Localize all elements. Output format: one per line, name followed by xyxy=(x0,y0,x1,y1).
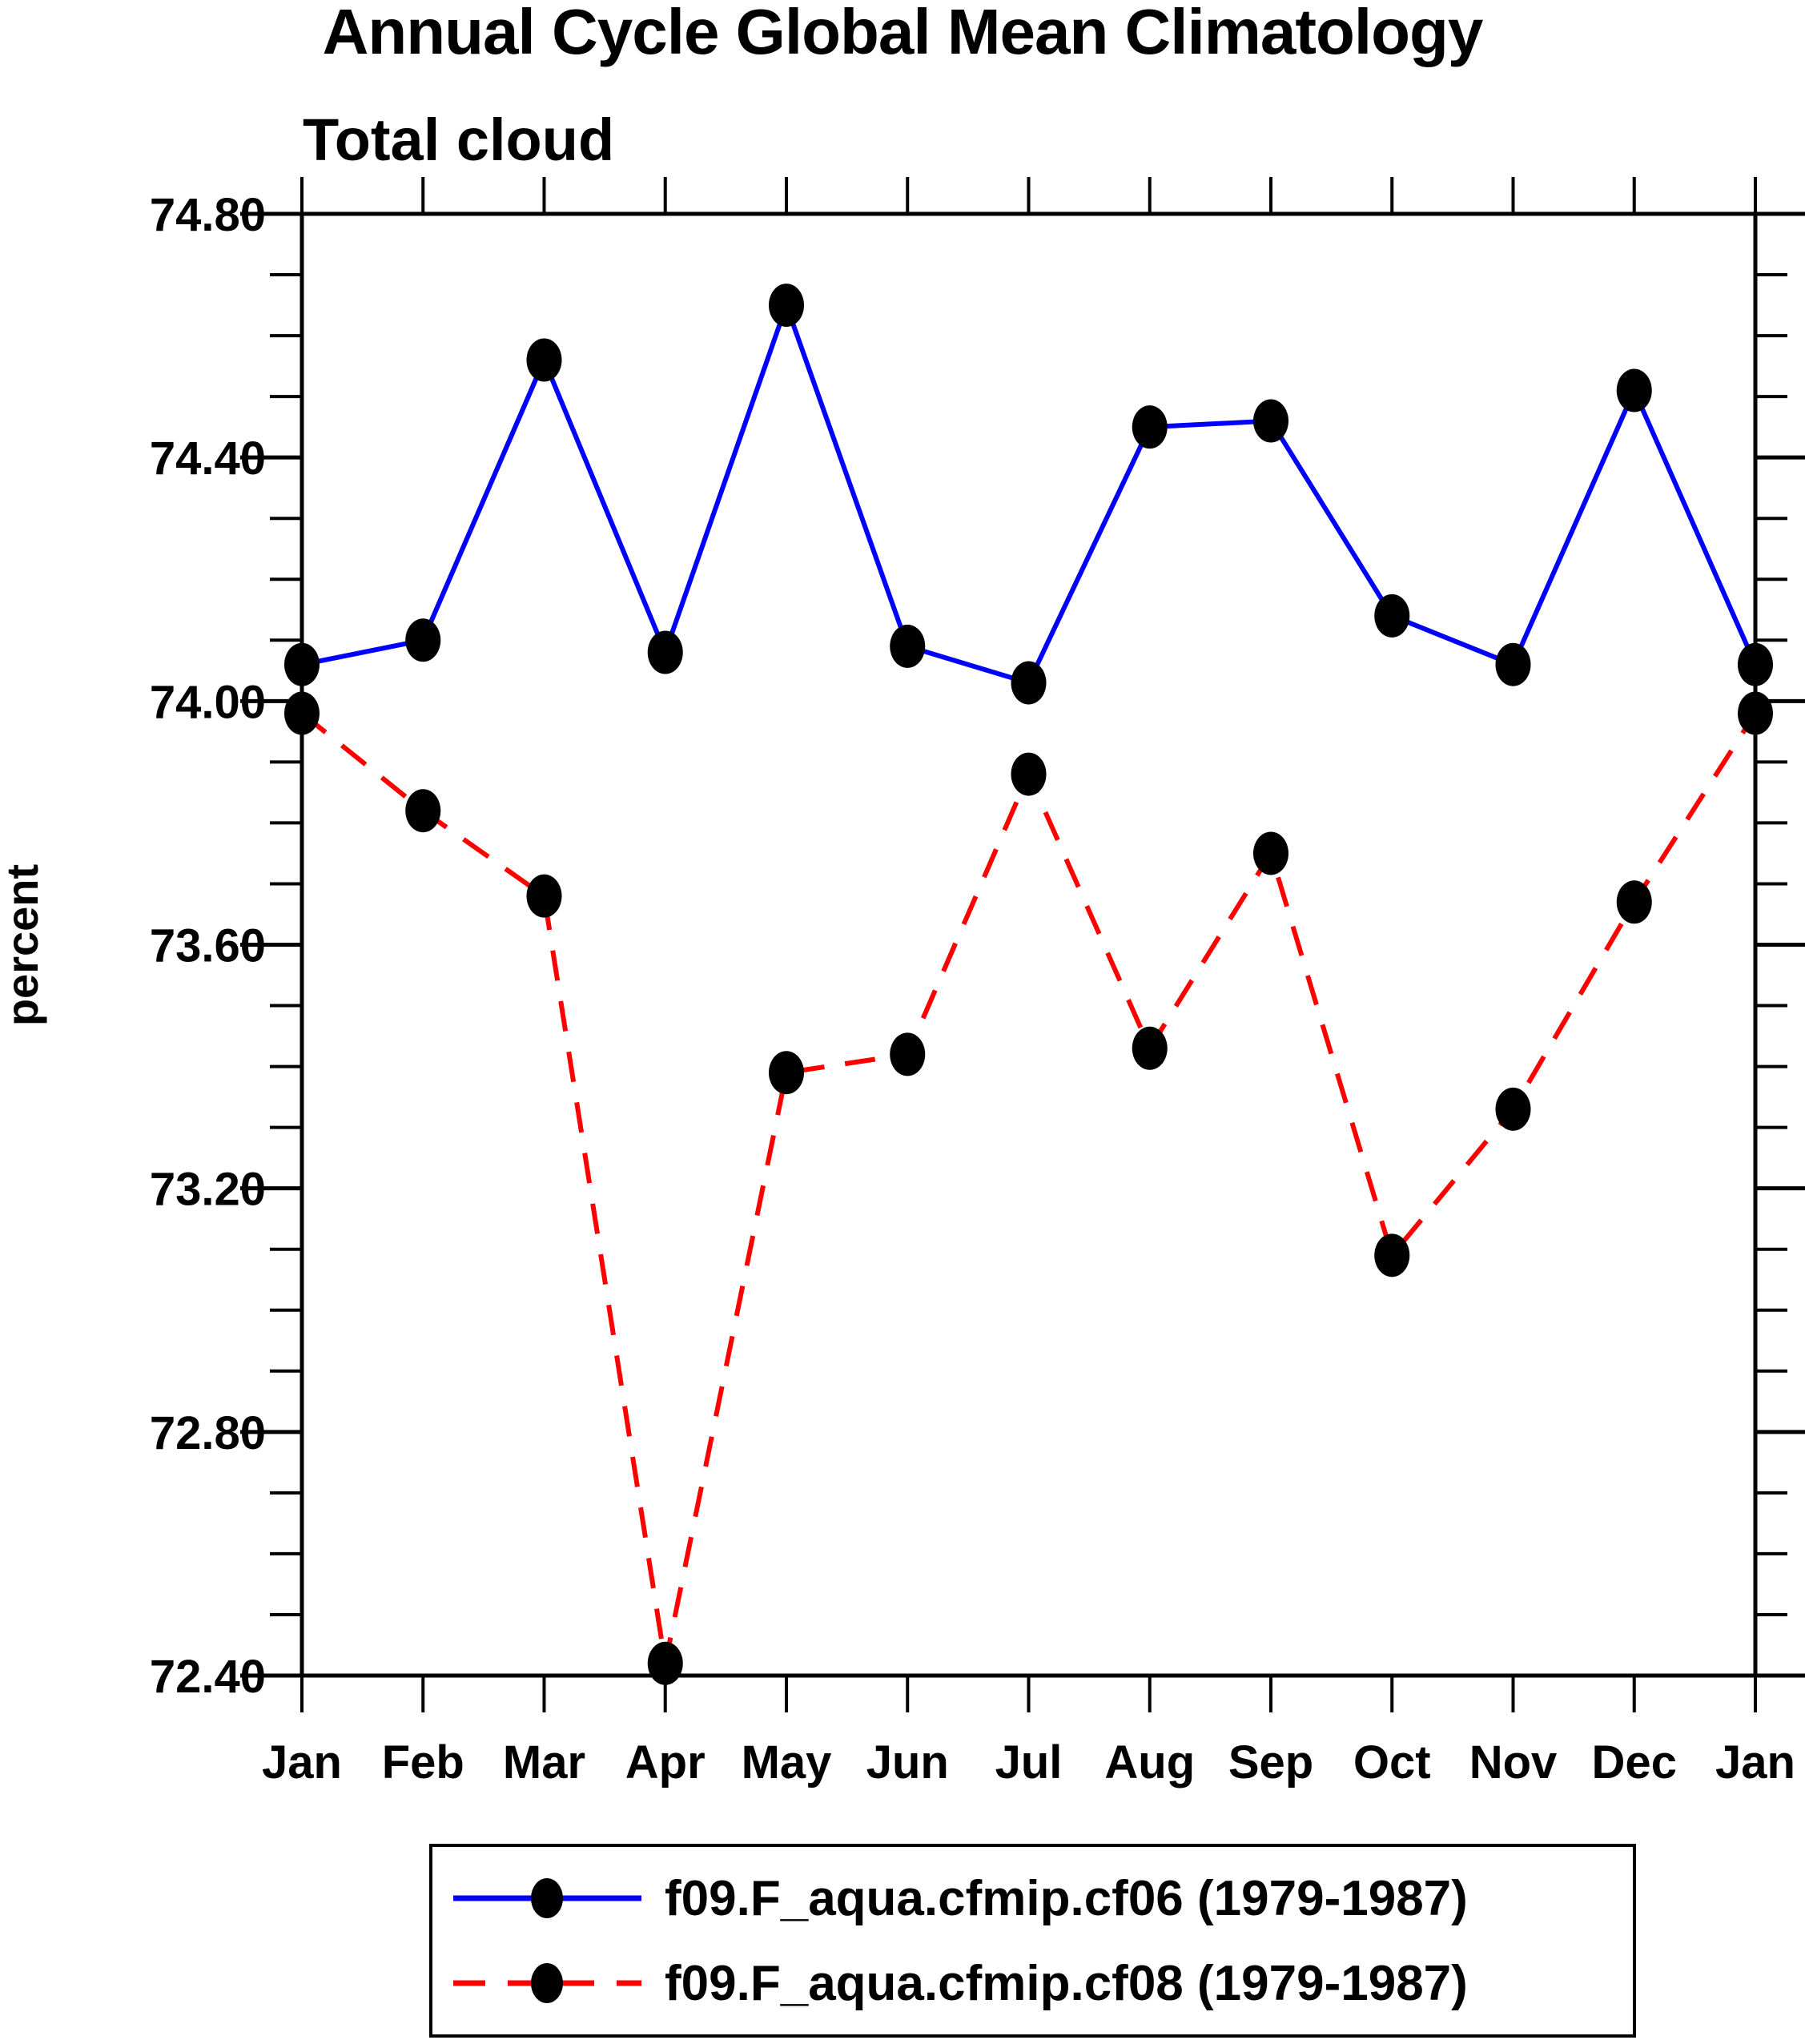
data-point-marker xyxy=(1495,1087,1531,1131)
chart-title: Annual Cycle Global Mean Climatology xyxy=(322,0,1484,67)
data-point-marker xyxy=(890,624,926,668)
legend-marker-dot xyxy=(531,1963,563,2003)
data-point-marker xyxy=(769,284,804,328)
series-line-cf08 xyxy=(300,711,1758,1664)
x-tick-label: Dec xyxy=(1592,1736,1677,1788)
legend-label-cf06: f09.F_aqua.cfmip.cf06 (1979-1987) xyxy=(665,1870,1468,1926)
x-tick-label: May xyxy=(742,1736,832,1788)
data-point-marker xyxy=(1738,642,1773,686)
y-tick-labels: 74.80 74.40 74.00 73.60 73.20 72.80 72.40 xyxy=(150,189,266,1703)
legend-label-cf08: f09.F_aqua.cfmip.cf08 (1979-1987) xyxy=(665,1955,1468,2011)
data-point-marker xyxy=(284,691,320,735)
y-tick-label: 74.80 xyxy=(150,189,266,241)
data-point-marker xyxy=(647,1641,683,1685)
x-tick-label: Jan xyxy=(262,1736,342,1788)
x-tick-label: Jul xyxy=(995,1736,1063,1788)
x-tick-label: Apr xyxy=(625,1736,706,1788)
data-point-marker xyxy=(647,630,683,674)
data-point-marker xyxy=(1132,405,1168,449)
axis-ticks xyxy=(240,177,1805,1712)
y-tick-label: 74.40 xyxy=(150,433,266,485)
y-tick-label: 72.80 xyxy=(150,1407,266,1459)
y-tick-label: 74.00 xyxy=(150,676,266,728)
legend-marker-dot xyxy=(531,1878,563,1918)
y-tick-label: 73.60 xyxy=(150,920,266,972)
x-tick-label: Mar xyxy=(503,1736,585,1788)
x-tick-label: Jun xyxy=(866,1736,949,1788)
x-tick-label: Sep xyxy=(1228,1736,1313,1788)
x-tick-label: Aug xyxy=(1104,1736,1195,1788)
data-point-marker xyxy=(1616,880,1652,924)
legend-row-cf08: f09.F_aqua.cfmip.cf08 (1979-1987) xyxy=(445,1941,1633,2026)
x-tick-label: Nov xyxy=(1469,1736,1558,1788)
y-tick-label: 73.20 xyxy=(150,1164,266,1216)
series-markers xyxy=(284,284,1773,1685)
data-point-marker xyxy=(1374,1233,1410,1278)
data-point-marker xyxy=(890,1032,926,1076)
data-point-marker xyxy=(284,642,320,686)
data-point-marker xyxy=(1011,752,1047,796)
plot-frame xyxy=(299,211,1758,1678)
legend-swatch-line-dot-blue xyxy=(453,1878,641,1918)
data-point-marker xyxy=(405,618,441,662)
y-tick-label: 72.40 xyxy=(150,1651,266,1703)
x-tick-label: Feb xyxy=(382,1736,464,1788)
legend-row-cf06: f09.F_aqua.cfmip.cf06 (1979-1987) xyxy=(445,1856,1633,1941)
data-point-marker xyxy=(1253,399,1288,443)
series-lines xyxy=(300,298,1758,1664)
legend-swatch-line-dot-red xyxy=(453,1963,641,2003)
series-line-cf06 xyxy=(301,298,1758,686)
chart-subtitle: Total cloud xyxy=(303,107,615,173)
data-point-marker xyxy=(405,789,441,833)
data-point-marker xyxy=(1132,1026,1168,1070)
data-point-marker xyxy=(1253,831,1288,875)
legend: f09.F_aqua.cfmip.cf06 (1979-1987) f09.F_… xyxy=(429,1844,1636,2038)
data-point-marker xyxy=(1011,661,1047,705)
data-point-marker xyxy=(1616,368,1652,412)
x-tick-labels: Jan Feb Mar Apr May Jun Jul Aug Sep Oct Nov Dec Jan xyxy=(262,1736,1795,1788)
data-point-marker xyxy=(526,874,562,918)
x-tick-label: Oct xyxy=(1353,1736,1431,1788)
data-point-marker xyxy=(1374,593,1410,638)
data-point-marker xyxy=(1738,691,1773,735)
data-point-marker xyxy=(1495,642,1531,686)
data-point-marker xyxy=(769,1051,804,1095)
data-point-marker xyxy=(526,338,562,382)
x-tick-label: Jan xyxy=(1715,1736,1795,1788)
